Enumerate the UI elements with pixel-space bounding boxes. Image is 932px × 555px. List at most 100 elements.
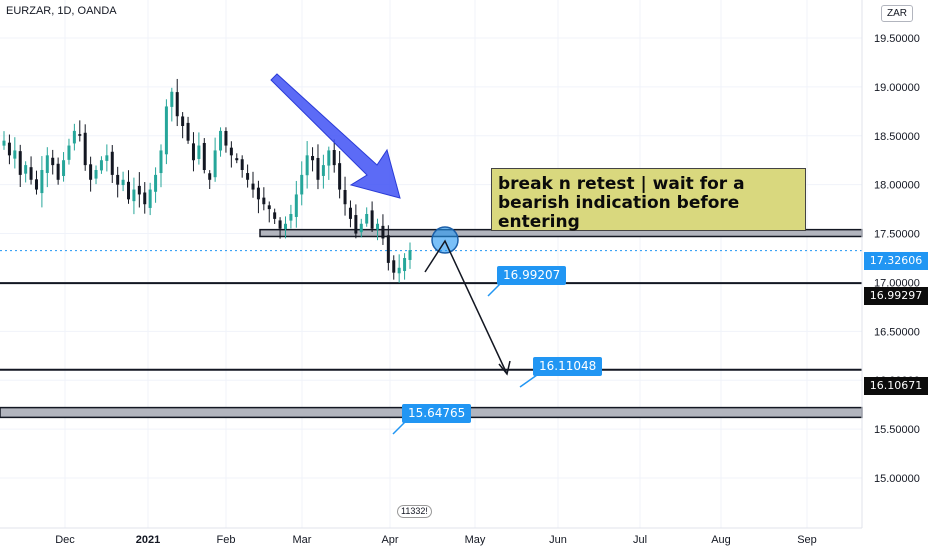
candle-body xyxy=(208,173,212,180)
candle-body xyxy=(105,155,109,161)
time-tick-label: Sep xyxy=(797,534,817,546)
candle-body xyxy=(294,194,298,217)
candle-body xyxy=(332,150,336,166)
price-tick-label: 15.50000 xyxy=(874,424,920,436)
candle-body xyxy=(181,116,185,126)
candle-body xyxy=(300,174,304,195)
candle-body xyxy=(235,158,239,161)
candle-body xyxy=(67,145,71,160)
time-tick-label: Apr xyxy=(381,534,398,546)
candle-body xyxy=(246,173,250,180)
candle-body xyxy=(403,258,407,272)
candle-body xyxy=(197,145,201,159)
callout-pointer xyxy=(392,421,406,435)
candle-body xyxy=(51,157,55,166)
drawings xyxy=(270,73,538,435)
price-axis[interactable]: 15.0000015.5000016.0000016.5000017.00000… xyxy=(874,33,920,485)
candle-body xyxy=(262,197,266,205)
candle-body xyxy=(40,170,44,194)
candle-body xyxy=(137,185,141,195)
candle-body xyxy=(251,183,255,190)
candle-body xyxy=(89,164,93,180)
candle-body xyxy=(386,235,390,263)
time-axis[interactable]: Dec 2021 Feb Mar Apr May Jun Jul Aug Sep xyxy=(55,534,817,546)
candle-body xyxy=(72,130,76,144)
price-callout[interactable]: 16.99207 xyxy=(497,266,567,285)
time-tick-label: Dec xyxy=(55,534,75,546)
candle-body xyxy=(392,260,396,273)
candle-body xyxy=(56,163,60,180)
candle-body xyxy=(311,155,315,161)
current-price-tag: 17.32606 xyxy=(864,252,928,270)
time-tick-label: Jun xyxy=(549,534,567,546)
candle-body xyxy=(45,155,49,173)
level-price-tag: 16.10671 xyxy=(864,377,928,395)
time-tick-label: Aug xyxy=(711,534,731,546)
level-price-tag: 16.99297 xyxy=(864,287,928,305)
symbol-title[interactable]: EURZAR, 1D, OANDA xyxy=(6,5,117,17)
candle-body xyxy=(18,151,22,175)
candle-body xyxy=(213,150,217,178)
time-tick-label: May xyxy=(465,534,486,546)
candle-body xyxy=(148,189,152,208)
candle-body xyxy=(273,212,277,219)
candles xyxy=(2,78,412,283)
callout-pointer xyxy=(519,374,538,388)
price-callout[interactable]: 16.11048 xyxy=(533,357,603,376)
projection-path xyxy=(424,239,508,375)
trend-arrow xyxy=(270,73,401,199)
candle-body xyxy=(154,174,158,192)
candle-body xyxy=(127,181,131,200)
price-callout[interactable]: 15.64765 xyxy=(402,404,472,423)
time-tick-label: Feb xyxy=(217,534,236,546)
candle-body xyxy=(191,143,195,161)
candle-body xyxy=(170,91,174,107)
candle-body xyxy=(132,189,136,202)
candle-body xyxy=(397,267,401,274)
candle-body xyxy=(316,157,320,180)
events-marker[interactable]: 11332! xyxy=(397,505,432,518)
candle-body xyxy=(256,187,260,200)
candle-body xyxy=(376,223,380,230)
callout-pointer xyxy=(487,283,501,297)
candle-body xyxy=(348,207,352,219)
candle-body xyxy=(159,150,163,174)
time-tick-label: 2021 xyxy=(136,534,160,546)
candle-body xyxy=(283,223,287,230)
candle-body xyxy=(354,215,358,234)
candle-body xyxy=(143,192,147,205)
candle-body xyxy=(289,214,293,221)
candle-body xyxy=(29,167,33,180)
text-note[interactable]: break n retest | wait for a bearish indi… xyxy=(491,168,806,232)
candle-body xyxy=(2,140,6,146)
candle-body xyxy=(94,170,98,179)
candle-body xyxy=(62,160,66,176)
price-tick-label: 17.00000 xyxy=(874,277,920,289)
price-tick-label: 15.00000 xyxy=(874,473,920,485)
candle-body xyxy=(13,150,17,159)
price-tick-label: 18.00000 xyxy=(874,180,920,192)
candle-body xyxy=(99,160,103,171)
candle-body xyxy=(121,179,125,186)
candle-body xyxy=(229,147,233,156)
candle-body xyxy=(321,165,325,176)
candle-body xyxy=(408,250,412,260)
candle-body xyxy=(7,142,11,156)
price-tick-label: 18.50000 xyxy=(874,131,920,143)
candle-body xyxy=(175,92,179,117)
candle-body xyxy=(327,150,331,166)
currency-badge[interactable]: ZAR xyxy=(881,5,913,22)
candle-body xyxy=(305,155,309,176)
candle-body xyxy=(267,205,271,210)
grid xyxy=(0,0,862,528)
price-tick-label: 19.50000 xyxy=(874,33,920,45)
price-tick-label: 17.50000 xyxy=(874,229,920,241)
candle-body xyxy=(370,210,374,229)
candle-body xyxy=(381,225,385,239)
candle-body xyxy=(224,130,228,146)
candle-body xyxy=(186,122,190,141)
time-tick-label: Jul xyxy=(633,534,647,546)
price-tick-label: 16.50000 xyxy=(874,326,920,338)
